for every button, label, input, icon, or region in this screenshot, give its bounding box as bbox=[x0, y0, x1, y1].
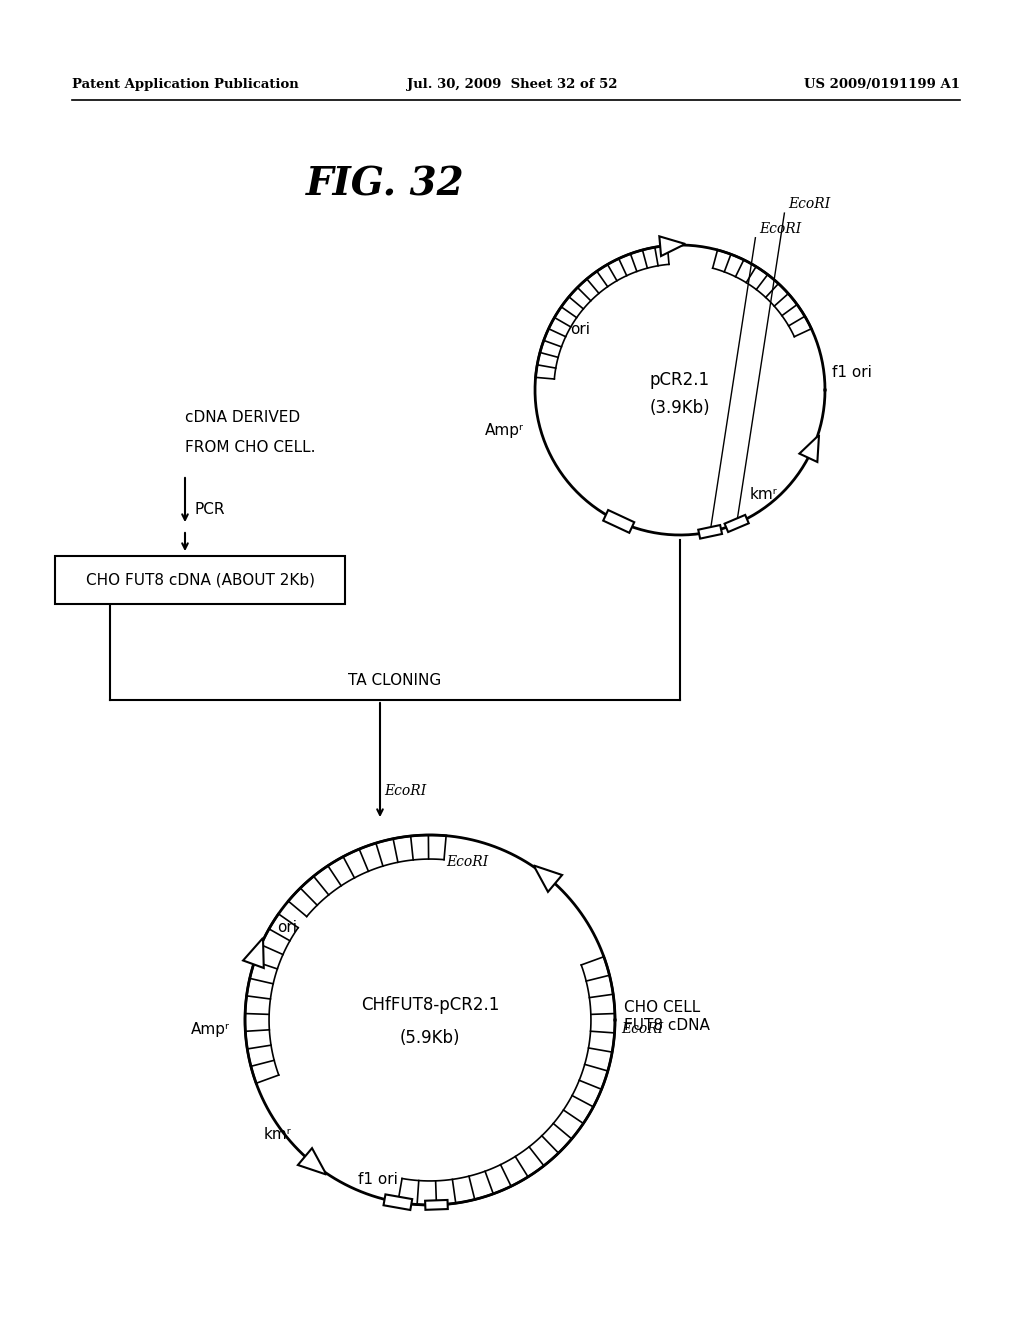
Text: f1 ori: f1 ori bbox=[833, 366, 872, 380]
Text: Jul. 30, 2009  Sheet 32 of 52: Jul. 30, 2009 Sheet 32 of 52 bbox=[407, 78, 617, 91]
Text: CHO FUT8 cDNA (ABOUT 2Kb): CHO FUT8 cDNA (ABOUT 2Kb) bbox=[85, 573, 314, 587]
Text: TA CLONING: TA CLONING bbox=[348, 673, 441, 688]
Text: EcoRI: EcoRI bbox=[760, 222, 802, 236]
Text: cDNA DERIVED: cDNA DERIVED bbox=[185, 411, 300, 425]
Polygon shape bbox=[659, 236, 685, 256]
Polygon shape bbox=[425, 1200, 447, 1210]
Polygon shape bbox=[725, 515, 749, 532]
Text: CHO CELL
FUT8 cDNA: CHO CELL FUT8 cDNA bbox=[625, 1001, 710, 1032]
Text: f1 ori: f1 ori bbox=[358, 1172, 398, 1187]
Polygon shape bbox=[800, 436, 819, 462]
Text: EcoRI: EcoRI bbox=[788, 197, 830, 211]
Text: (5.9Kb): (5.9Kb) bbox=[399, 1030, 460, 1047]
Polygon shape bbox=[384, 1195, 413, 1210]
Text: Ampʳ: Ampʳ bbox=[484, 424, 523, 438]
Text: FIG. 32: FIG. 32 bbox=[306, 165, 464, 203]
Polygon shape bbox=[534, 866, 562, 892]
Text: Ampʳ: Ampʳ bbox=[191, 1022, 230, 1036]
Text: pCR2.1: pCR2.1 bbox=[650, 371, 710, 389]
Text: (3.9Kb): (3.9Kb) bbox=[649, 399, 711, 417]
Text: ori: ori bbox=[276, 920, 297, 935]
Bar bbox=[55, 556, 345, 605]
Text: Patent Application Publication: Patent Application Publication bbox=[72, 78, 299, 91]
Text: FROM CHO CELL.: FROM CHO CELL. bbox=[185, 440, 315, 455]
Polygon shape bbox=[243, 939, 264, 968]
Text: PCR: PCR bbox=[195, 503, 225, 517]
Text: US 2009/0191199 A1: US 2009/0191199 A1 bbox=[804, 78, 961, 91]
Text: ori: ori bbox=[570, 322, 590, 337]
Polygon shape bbox=[298, 1148, 327, 1175]
Polygon shape bbox=[603, 510, 634, 533]
Text: EcoRI: EcoRI bbox=[622, 1022, 664, 1036]
Text: CHfFUT8-pCR2.1: CHfFUT8-pCR2.1 bbox=[360, 997, 499, 1014]
Text: kmʳ: kmʳ bbox=[263, 1127, 291, 1142]
Text: kmʳ: kmʳ bbox=[750, 487, 777, 502]
Polygon shape bbox=[698, 525, 722, 539]
Text: EcoRI: EcoRI bbox=[446, 855, 488, 869]
Text: EcoRI: EcoRI bbox=[384, 784, 426, 799]
